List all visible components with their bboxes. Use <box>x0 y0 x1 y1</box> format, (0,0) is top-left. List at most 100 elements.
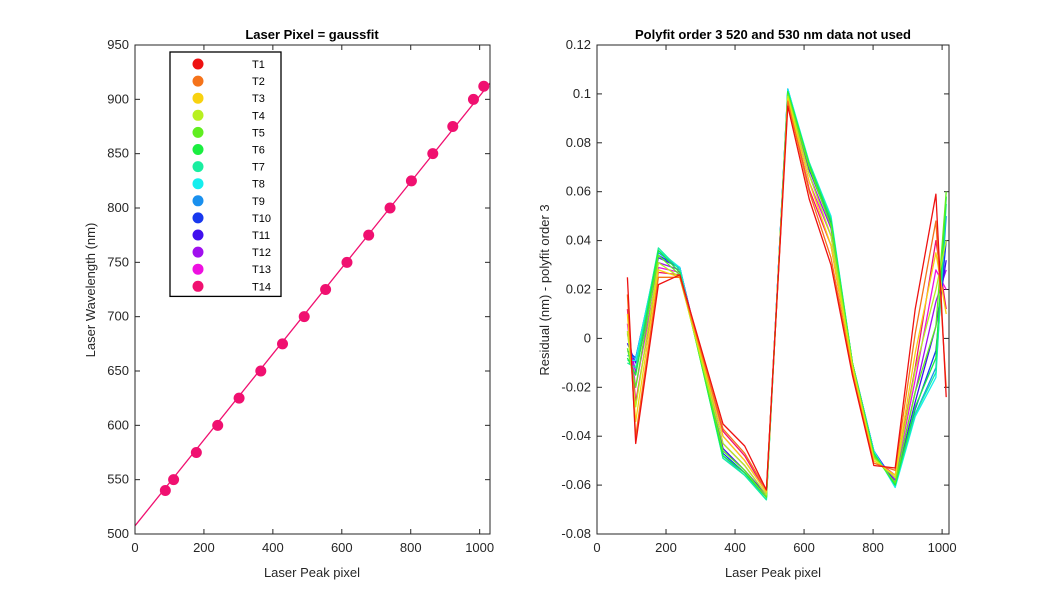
left-x-tick-label: 0 <box>131 540 138 555</box>
right-x-tick-label: 200 <box>655 540 677 555</box>
right-y-tick-label: 0.08 <box>566 135 591 150</box>
left-data-point <box>233 392 245 404</box>
left-data-point <box>298 311 310 323</box>
right-series-line <box>626 98 947 494</box>
legend-label: T7 <box>252 162 265 174</box>
legend-marker <box>192 58 204 70</box>
right-data-layer <box>626 88 947 501</box>
left-y-tick-label: 600 <box>107 417 129 432</box>
legend-label: T11 <box>252 230 270 242</box>
right-y-tick-label: -0.04 <box>561 428 591 443</box>
right-series-line <box>626 98 947 494</box>
left-x-tick-label: 200 <box>193 540 215 555</box>
left-y-tick-label: 550 <box>107 472 129 487</box>
right-x-tick-label: 1000 <box>928 540 957 555</box>
right-y-tick-label: -0.02 <box>561 379 591 394</box>
left-plot-area: 0 200 400 600 800 1000 500 550 600 650 700 750 800 85… <box>107 37 494 555</box>
left-data-point <box>467 93 479 105</box>
right-y-tick-label: 0.02 <box>566 282 591 297</box>
right-plot-frame <box>596 44 950 535</box>
left-y-tick-label: 700 <box>107 309 129 324</box>
left-y-tick-label: 950 <box>107 37 129 52</box>
legend-label: T8 <box>252 179 265 191</box>
right-series-line <box>627 88 947 498</box>
left-y-tick-label: 650 <box>107 363 129 378</box>
right-y-tick-label: 0.12 <box>566 37 591 52</box>
right-chart: Polyfit order 3 520 and 530 nm data not … <box>537 27 957 580</box>
legend-marker <box>192 246 204 258</box>
legend-label: T6 <box>252 145 265 157</box>
legend-marker <box>192 280 204 292</box>
left-data-point <box>447 121 459 132</box>
legend-marker <box>192 161 204 173</box>
left-data-point <box>478 80 490 92</box>
legend-label: T4 <box>252 110 265 122</box>
legend-marker <box>192 212 204 224</box>
left-data-point <box>212 419 224 431</box>
left-data-point <box>255 365 267 377</box>
legend-label: T10 <box>252 213 271 225</box>
left-data-point <box>363 229 375 241</box>
right-y-tick-label: 0 <box>584 330 591 345</box>
left-x-tick-label: 1000 <box>465 540 494 555</box>
legend-label: T14 <box>252 281 271 293</box>
legend-label: T9 <box>252 196 265 208</box>
left-data-point <box>190 447 202 458</box>
left-plot-frame <box>134 44 491 535</box>
left-chart: Laser Pixel = gaussfit 0 200 400 600 800 1000… <box>83 27 494 580</box>
right-series-line <box>626 95 947 494</box>
left-data-point <box>405 175 417 187</box>
legend-marker <box>192 178 204 190</box>
left-legend: T1 T2 T3 T4 T5 T6 T7 T8 T9 T10 T11 T12 T13 T14 <box>169 51 282 298</box>
left-x-tick-label: 600 <box>331 540 353 555</box>
left-data-point <box>427 148 439 160</box>
left-x-axis-label: Laser Peak pixel <box>264 565 360 580</box>
left-data-point <box>384 202 396 214</box>
left-y-tick-label: 750 <box>107 254 129 269</box>
legend-marker <box>192 263 204 275</box>
left-x-tick-label: 800 <box>400 540 422 555</box>
right-series-line <box>626 88 947 498</box>
right-series-line <box>626 105 947 491</box>
legend-marker <box>192 229 204 241</box>
right-plot-area: 0 200 400 600 800 1000 -0.08 -0.06 -0.04 -0.02 0 0.… <box>561 37 956 555</box>
right-x-tick-label: 800 <box>862 540 884 555</box>
left-data-point <box>159 485 171 497</box>
left-data-point <box>277 338 289 350</box>
legend-marker <box>192 75 204 87</box>
right-series-line <box>626 95 947 496</box>
left-data-point <box>168 474 180 486</box>
left-y-tick-label: 500 <box>107 526 129 541</box>
right-series-line <box>626 90 947 498</box>
legend-label: T5 <box>252 127 265 139</box>
legend-marker <box>192 144 204 155</box>
right-y-tick-label: -0.06 <box>561 477 591 492</box>
left-y-axis-label: Laser Wavelength (nm) <box>83 223 98 358</box>
legend-marker <box>192 126 204 138</box>
left-data-point <box>341 256 353 268</box>
right-x-tick-label: 0 <box>593 540 600 555</box>
right-chart-title: Polyfit order 3 520 and 530 nm data not … <box>635 27 911 42</box>
right-x-tick-label: 600 <box>793 540 815 555</box>
right-series-line <box>626 90 947 496</box>
right-y-tick-label: 0.04 <box>566 233 591 248</box>
legend-marker <box>192 109 204 121</box>
left-data-layer <box>135 80 490 527</box>
legend-label: T3 <box>252 93 265 105</box>
right-y-tick-label: -0.08 <box>561 526 591 541</box>
right-x-axis-label: Laser Peak pixel <box>725 565 821 580</box>
right-series-line <box>626 93 947 498</box>
legend-label: T13 <box>252 264 271 276</box>
legend-label: T1 <box>252 59 265 71</box>
right-y-axis-label: Residual (nm) - polyfit order 3 <box>537 204 552 375</box>
right-series-line <box>626 100 947 491</box>
right-y-tick-label: 0.1 <box>573 86 591 101</box>
right-series-line <box>626 93 947 496</box>
right-x-tick-label: 400 <box>724 540 746 555</box>
right-y-tick-label: 0.06 <box>566 184 591 199</box>
legend-box <box>169 51 282 298</box>
left-data-point <box>320 284 332 295</box>
left-chart-title: Laser Pixel = gaussfit <box>245 27 379 42</box>
left-y-tick-label: 800 <box>107 200 129 215</box>
